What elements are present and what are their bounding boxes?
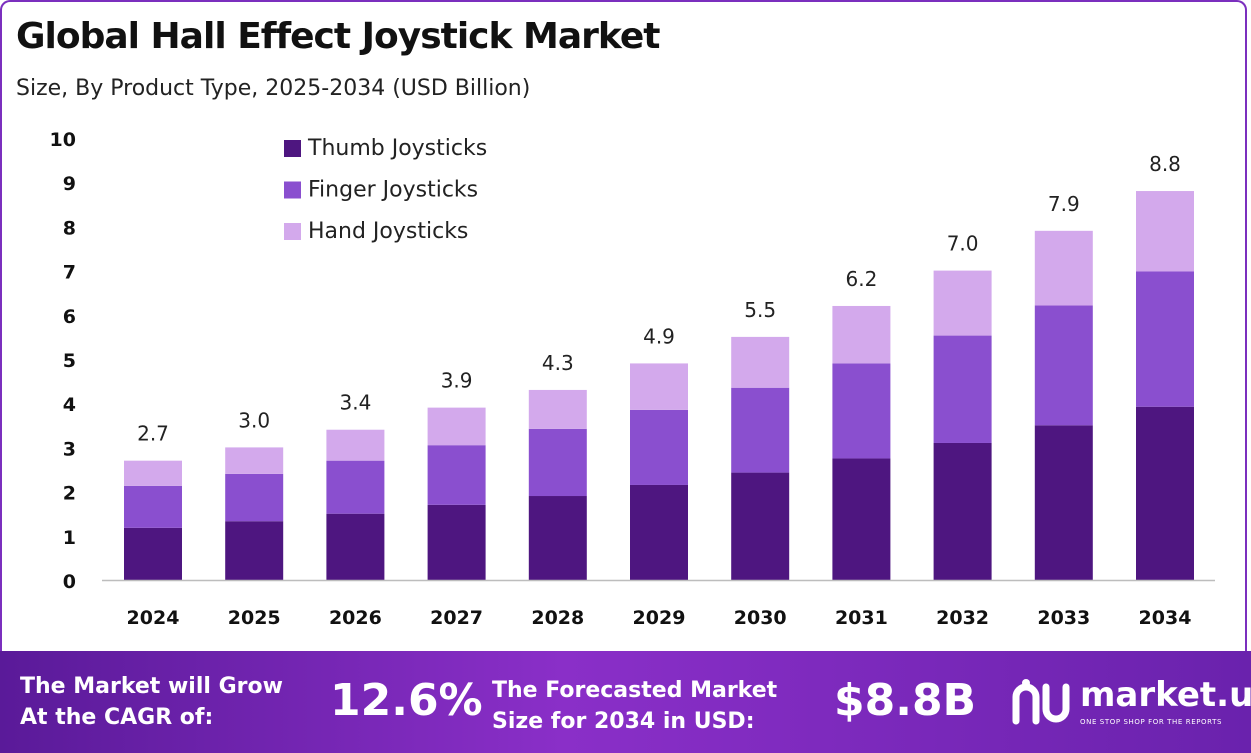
legend-swatch-thumb <box>284 140 301 157</box>
total-data-label: 3.9 <box>441 369 473 393</box>
x-tick-label: 2029 <box>633 607 686 629</box>
x-tick-label: 2031 <box>835 607 888 629</box>
bar-segment-hand <box>630 363 688 410</box>
bar-segment-hand <box>326 429 385 461</box>
bar-segment-finger <box>933 335 992 443</box>
legend-label: Finger Joysticks <box>308 178 478 203</box>
legend-label: Thumb Joysticks <box>307 136 487 161</box>
bar-segment-thumb <box>1136 406 1194 580</box>
x-tick-label: 2034 <box>1139 607 1192 629</box>
cagr-label-line2: At the CAGR of: <box>20 705 214 730</box>
logo-text: market.us <box>1080 675 1251 715</box>
forecast-value: $8.8B <box>834 675 977 726</box>
bar-segment-thumb <box>427 504 486 580</box>
stacked-bar-chart: Thumb Joysticks Finger Joysticks Hand Joys… <box>50 129 1215 629</box>
total-data-label: 4.9 <box>643 324 675 348</box>
x-tick-label: 2025 <box>228 607 281 629</box>
market-us-logo-icon <box>1012 679 1070 725</box>
cagr-label: The Market will Grow At the CAGR of: <box>20 671 283 733</box>
x-axis: 2024 2025 2026 2027 2028 2029 2030 2031 2032 2033… <box>102 579 1215 629</box>
total-data-label: 3.4 <box>339 391 371 415</box>
bar-segment-hand <box>832 305 891 364</box>
y-tick-label: 6 <box>63 306 76 328</box>
bar-segment-thumb <box>1034 425 1093 580</box>
x-tick-label: 2032 <box>936 607 989 629</box>
bar-segment-hand <box>225 447 284 474</box>
forecast-label: The Forecasted Market Size for 2034 in U… <box>492 675 777 737</box>
cagr-value: 12.6% <box>330 675 483 726</box>
bar-segment-finger <box>1136 271 1194 407</box>
total-data-label: 2.7 <box>137 422 169 446</box>
total-data-label: 4.3 <box>542 351 574 375</box>
bar-segment-hand <box>528 389 587 429</box>
bar-segment-thumb <box>124 527 182 580</box>
y-tick-label: 8 <box>63 217 76 239</box>
footer-banner: The Market will Grow At the CAGR of: 12.… <box>0 651 1251 753</box>
bar-segment-finger <box>326 460 385 514</box>
x-tick-label: 2030 <box>734 607 787 629</box>
bar-segment-finger <box>528 428 587 497</box>
bar-segment-finger <box>427 445 486 505</box>
bar-segment-thumb <box>225 521 284 580</box>
x-tick-label: 2026 <box>329 607 382 629</box>
bar-segment-hand <box>933 270 992 336</box>
y-tick-label: 10 <box>50 129 76 151</box>
x-tick-label: 2028 <box>531 607 584 629</box>
chart-legend: Thumb Joysticks Finger Joysticks Hand Joys… <box>284 136 487 244</box>
y-tick-label: 9 <box>63 173 76 195</box>
bar-segment-thumb <box>933 442 992 580</box>
total-data-label: 8.8 <box>1149 152 1181 176</box>
bar-segment-hand <box>1136 191 1194 272</box>
cagr-label-line1: The Market will Grow <box>20 674 283 699</box>
total-data-label: 3.0 <box>238 408 270 432</box>
bar-segment-finger <box>1034 305 1093 426</box>
bar-segment-thumb <box>326 513 385 580</box>
bars-group: 2.7 3.0 3.4 3.9 4.3 4.9 5.5 6.2 7.0 7.9 8.8 <box>124 152 1194 580</box>
x-tick-label: 2033 <box>1037 607 1090 629</box>
y-tick-label: 2 <box>63 483 76 505</box>
total-data-label: 6.2 <box>845 267 877 291</box>
legend-label: Hand Joysticks <box>308 219 468 244</box>
bar-segment-hand <box>427 407 486 446</box>
y-tick-label: 5 <box>63 350 76 372</box>
bar-segment-finger <box>731 387 790 473</box>
x-tick-label: 2024 <box>127 607 180 629</box>
y-tick-label: 3 <box>63 438 76 460</box>
y-tick-label: 7 <box>63 262 76 284</box>
y-tick-label: 1 <box>63 527 76 549</box>
bar-segment-thumb <box>630 484 688 580</box>
legend-swatch-hand <box>284 223 301 240</box>
bar-segment-thumb <box>832 458 891 580</box>
chart-title: Global Hall Effect Joystick Market <box>16 16 660 57</box>
bar-segment-finger <box>832 363 891 459</box>
bar-segment-finger <box>124 485 182 528</box>
total-data-label: 5.5 <box>744 298 776 322</box>
total-data-label: 7.9 <box>1048 192 1080 216</box>
bar-segment-hand <box>731 336 790 388</box>
forecast-label-line1: The Forecasted Market <box>492 678 778 703</box>
chart-subtitle: Size, By Product Type, 2025-2034 (USD Bi… <box>16 76 531 101</box>
legend-swatch-finger <box>284 181 301 199</box>
y-tick-label: 4 <box>63 394 76 416</box>
bar-segment-thumb <box>731 472 790 580</box>
bar-segment-finger <box>225 473 284 522</box>
forecast-label-line2: Size for 2034 in USD: <box>492 709 755 734</box>
bar-segment-finger <box>630 409 688 485</box>
bar-segment-thumb <box>528 496 587 580</box>
bar-segment-hand <box>124 460 182 486</box>
bar-segment-hand <box>1034 230 1093 306</box>
total-data-label: 7.0 <box>947 232 979 256</box>
logo-tagline: ONE STOP SHOP FOR THE REPORTS <box>1080 718 1223 726</box>
y-tick-label: 0 <box>63 571 76 593</box>
x-tick-label: 2027 <box>430 607 483 629</box>
y-axis: 0 1 2 3 4 5 6 7 8 9 10 <box>50 129 76 593</box>
